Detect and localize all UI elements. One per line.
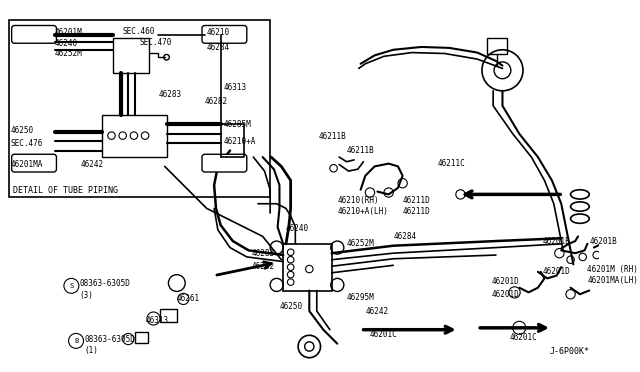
Text: B: B (74, 338, 78, 344)
Text: 46242: 46242 (365, 307, 388, 315)
Text: 46201B: 46201B (543, 237, 570, 246)
Text: 46284: 46284 (394, 232, 417, 241)
Text: 46284: 46284 (207, 44, 230, 52)
Text: SEC.460: SEC.460 (123, 27, 155, 36)
Text: 46210+A(LH): 46210+A(LH) (337, 207, 388, 216)
Text: 46201D: 46201D (543, 267, 570, 276)
Bar (135, 331, 148, 343)
Text: 46211D: 46211D (403, 207, 430, 216)
Text: (1): (1) (84, 346, 99, 355)
Text: 46211D: 46211D (403, 196, 430, 205)
Text: 46282: 46282 (205, 97, 228, 106)
Bar (283, 244, 332, 291)
Text: S: S (69, 283, 74, 289)
Bar (113, 38, 149, 73)
Text: (3): (3) (80, 291, 93, 300)
Text: 46313: 46313 (223, 83, 246, 92)
Text: 46252M: 46252M (347, 239, 374, 248)
Text: 46240: 46240 (54, 39, 77, 48)
Text: 46211B: 46211B (319, 132, 346, 141)
Text: 46250: 46250 (280, 302, 303, 311)
Text: 46283: 46283 (252, 249, 275, 258)
Bar (102, 115, 168, 157)
Text: 46201M (RH): 46201M (RH) (588, 264, 638, 273)
FancyBboxPatch shape (202, 154, 247, 172)
Bar (160, 309, 177, 322)
Text: 46201D: 46201D (492, 290, 519, 299)
Text: 46210+A: 46210+A (223, 137, 256, 146)
Text: 46201C: 46201C (370, 330, 397, 339)
Text: 46295M: 46295M (347, 292, 374, 302)
Text: 46250: 46250 (11, 126, 34, 135)
Text: 46210(RH): 46210(RH) (337, 196, 379, 205)
Text: 46261: 46261 (177, 294, 200, 304)
Text: 46201MA: 46201MA (11, 160, 43, 169)
Text: SEC.470: SEC.470 (140, 38, 172, 47)
Text: 46240: 46240 (286, 224, 309, 233)
Text: 46242: 46242 (81, 160, 104, 169)
FancyBboxPatch shape (202, 26, 247, 43)
Bar (486, 38, 507, 54)
Text: DETAIL OF TUBE PIPING: DETAIL OF TUBE PIPING (13, 186, 118, 195)
Text: 46282: 46282 (252, 262, 275, 271)
Text: 46313: 46313 (146, 316, 169, 325)
Text: 46252M: 46252M (54, 49, 83, 58)
Text: SEC.476: SEC.476 (11, 139, 43, 148)
Text: 08363-6305D: 08363-6305D (84, 334, 135, 343)
Text: 08363-6305D: 08363-6305D (80, 279, 131, 288)
Text: 46211B: 46211B (347, 146, 374, 155)
Text: 46201B: 46201B (589, 237, 617, 246)
Bar (9, 20, 270, 197)
Text: 46283: 46283 (158, 90, 181, 99)
Text: 46201MA(LH): 46201MA(LH) (588, 276, 638, 285)
Text: 46210: 46210 (207, 29, 230, 38)
FancyBboxPatch shape (12, 154, 56, 172)
Text: 46211C: 46211C (438, 159, 466, 168)
Text: 46201M: 46201M (54, 29, 83, 38)
FancyBboxPatch shape (12, 26, 56, 43)
Text: 46285M: 46285M (223, 120, 252, 129)
Text: J-6P00K*: J-6P00K* (549, 347, 589, 356)
Text: 46201C: 46201C (510, 333, 538, 341)
Text: 46201D: 46201D (492, 277, 519, 286)
